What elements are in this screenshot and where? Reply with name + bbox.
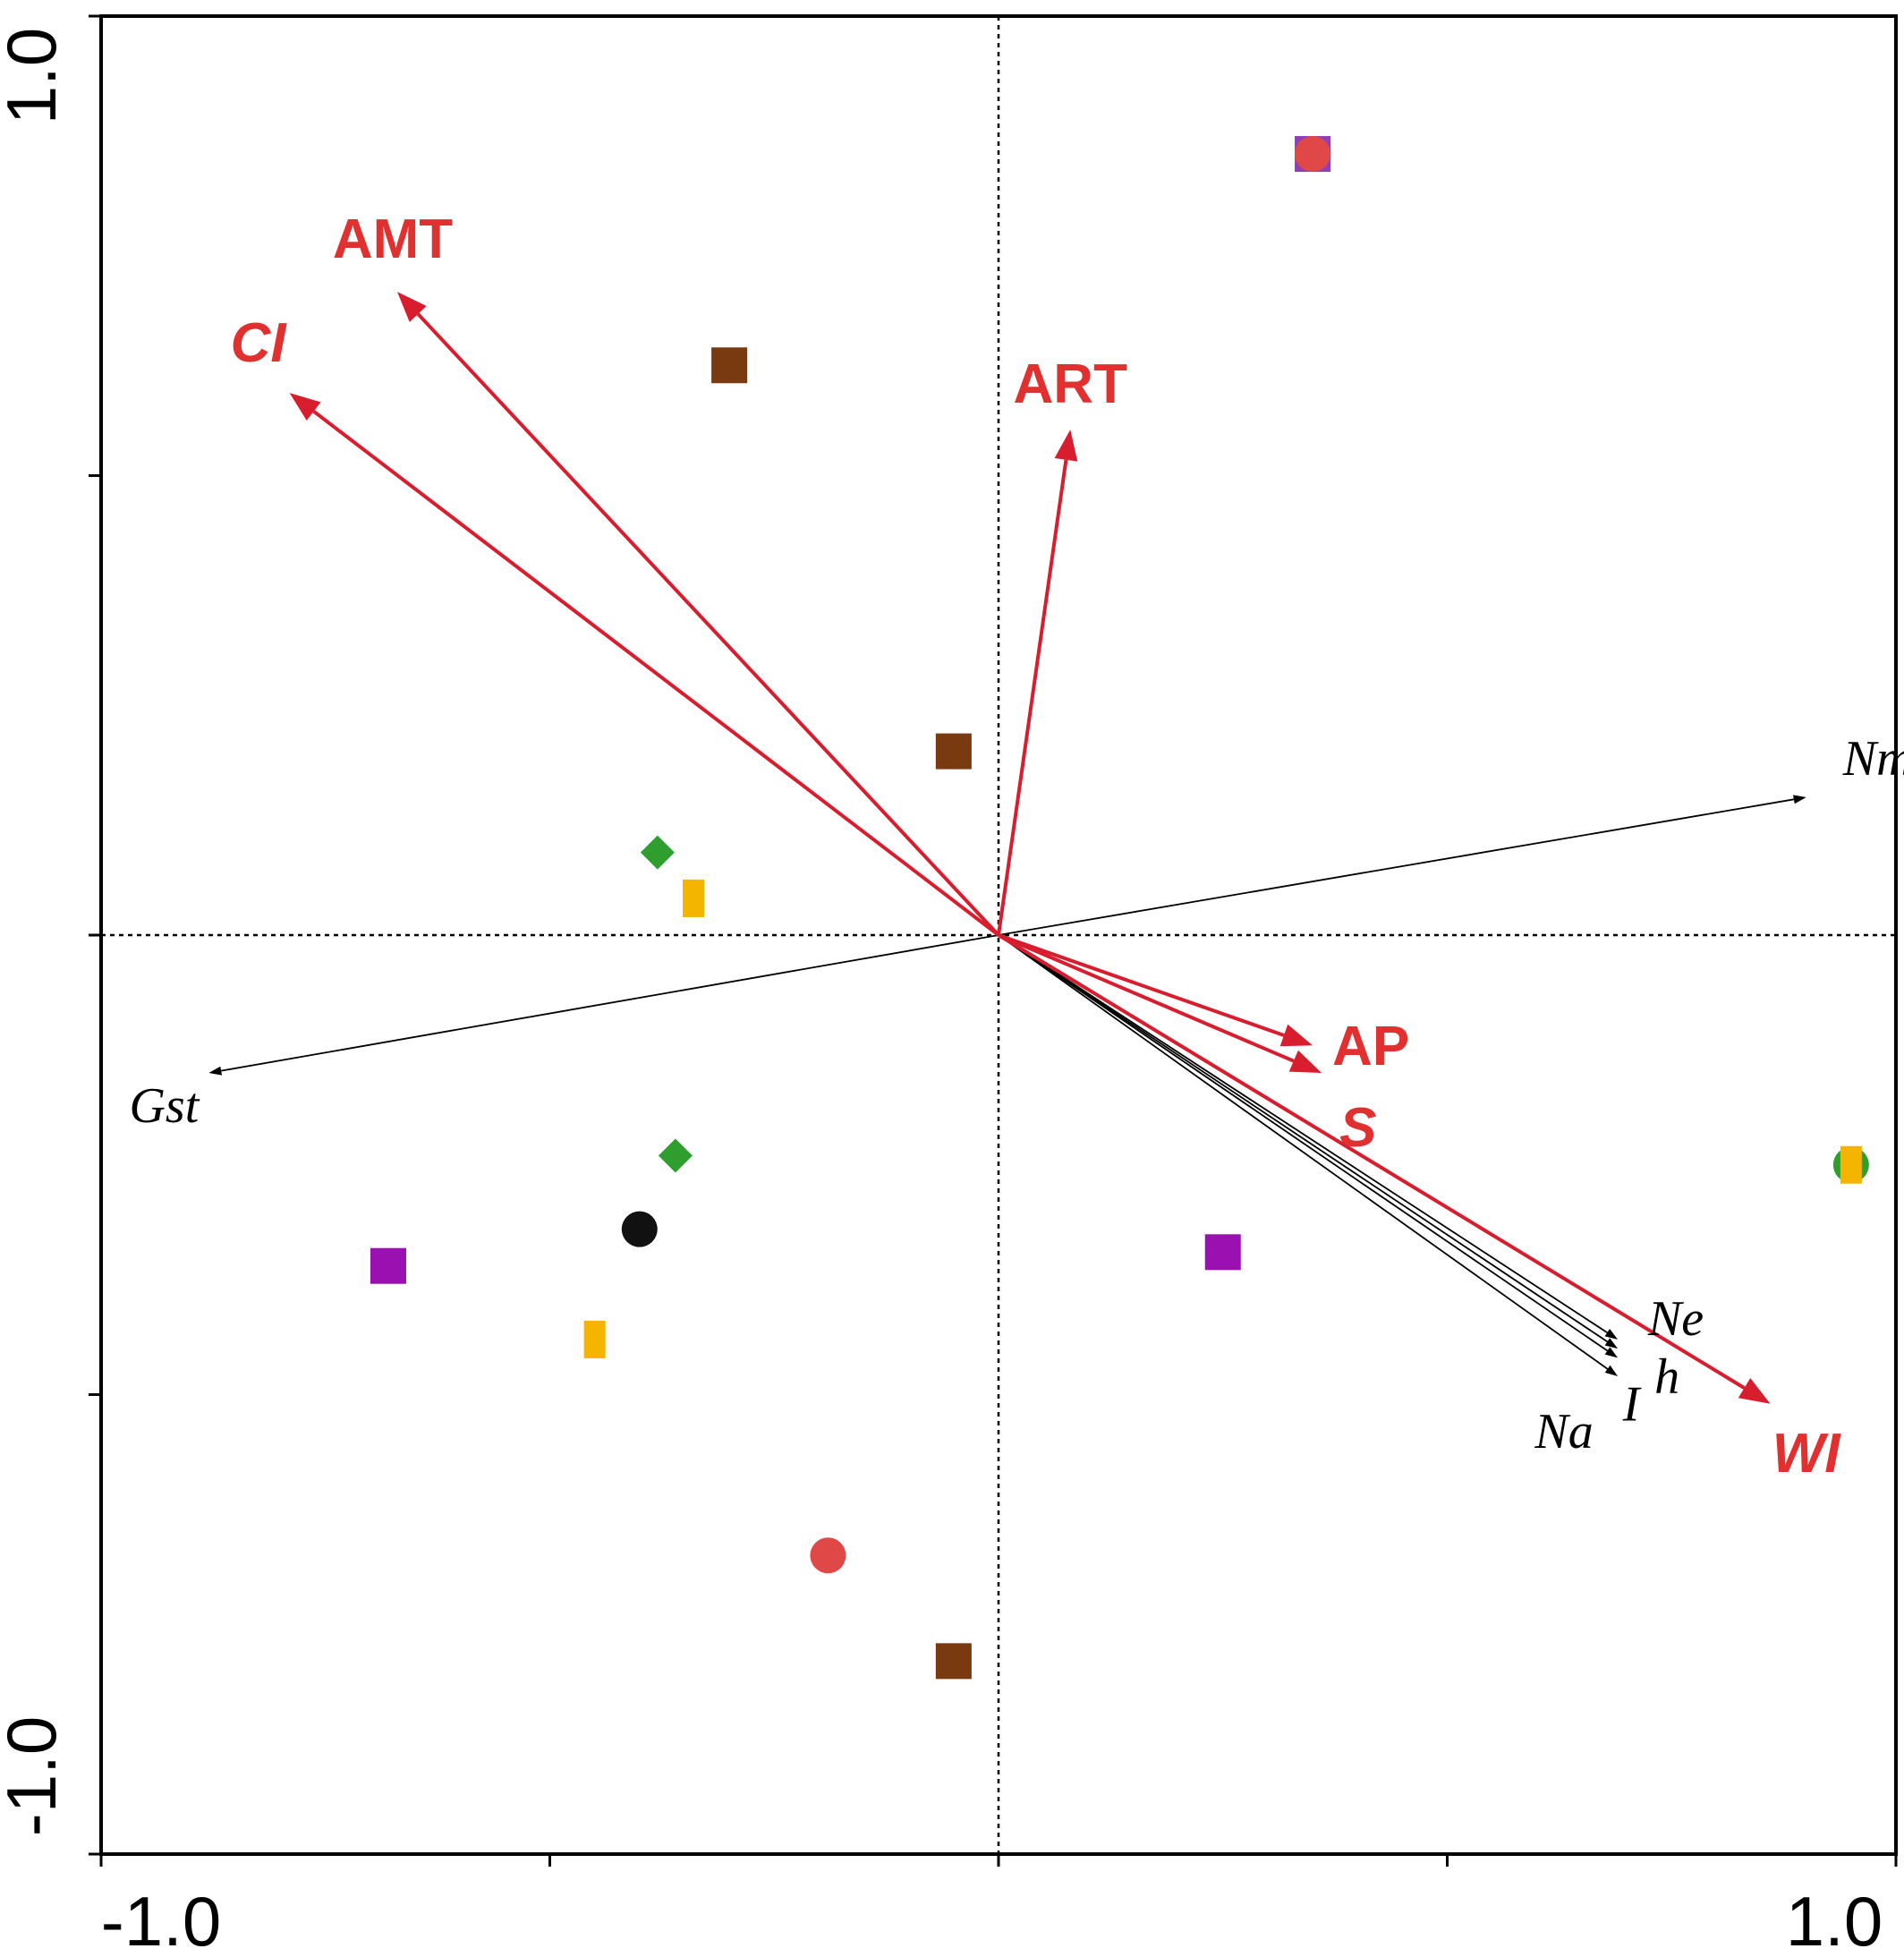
genetic-vector-na-head: [1604, 1365, 1619, 1376]
env-label-amt: AMT: [333, 208, 453, 270]
genetic-vector-gst-line: [220, 934, 999, 1072]
env-label-ci: CI: [231, 312, 288, 374]
env-vector-s-line: [998, 933, 1295, 1063]
x-tick-label-min: -1.0: [101, 1882, 221, 1957]
point-circle: [810, 1537, 846, 1574]
env-vector-art-head: [1054, 430, 1078, 462]
point-circle: [621, 1211, 658, 1247]
gen-label-nm: Nm: [1842, 731, 1904, 787]
y-tick-label-min: -1.0: [0, 1716, 71, 1836]
point-square: [935, 733, 972, 770]
x-tick-label-max: 1.0: [1786, 1882, 1883, 1957]
axis-ticks: [89, 14, 1898, 1867]
genetic-vector-h-head: [1604, 1338, 1619, 1349]
genetic-vector-i-line: [998, 934, 1609, 1352]
gen-label-ne: Ne: [1647, 1291, 1704, 1347]
environmental-vectors: [289, 292, 1771, 1404]
env-vector-wi-line: [997, 933, 1746, 1390]
point-diamond: [640, 835, 675, 870]
env-vector-amt-line: [416, 312, 1000, 937]
gen-label-i: I: [1622, 1376, 1642, 1432]
gen-label-na: Na: [1534, 1404, 1593, 1459]
genetic-vector-na-line: [998, 934, 1609, 1370]
env-vector-ap-head: [1279, 1024, 1313, 1047]
genetic-vector-ne-head: [1604, 1329, 1619, 1340]
sample-points: [370, 136, 1869, 1680]
point-square: [370, 1247, 406, 1284]
env-vector-wi-head: [1738, 1378, 1771, 1404]
point-bar: [583, 1320, 606, 1358]
env-vector-s-head: [1288, 1050, 1322, 1074]
point-square: [1204, 1234, 1241, 1271]
genetic-vectors: [208, 795, 1806, 1376]
env-vector-amt-head: [396, 292, 427, 322]
env-label-art: ART: [1014, 353, 1128, 415]
gen-label-h: h: [1654, 1349, 1679, 1405]
genetic-vector-ne-line: [998, 934, 1608, 1333]
env-vector-ap-line: [998, 933, 1285, 1037]
env-label-s: S: [1339, 1097, 1376, 1159]
env-vector-ci-head: [289, 393, 321, 421]
genetic-vector-i-head: [1604, 1347, 1619, 1358]
env-label-wi: WI: [1772, 1423, 1842, 1485]
genetic-vector-nm-line: [998, 798, 1795, 936]
point-square: [711, 347, 748, 384]
env-label-ap: AP: [1332, 1016, 1409, 1077]
point-circle: [1295, 136, 1331, 173]
y-tick-label-max: 1.0: [0, 28, 71, 124]
env-vector-art-line: [997, 459, 1068, 936]
genetic-vector-gst-head: [208, 1066, 223, 1076]
genetic-vector-nm-head: [1793, 795, 1806, 804]
point-bar: [1840, 1145, 1862, 1184]
point-square: [935, 1643, 972, 1680]
point-bar: [682, 879, 704, 917]
gen-label-gst: Gst: [129, 1078, 200, 1134]
genetic-vector-h-line: [998, 934, 1608, 1343]
env-vector-ci-line: [312, 410, 1000, 937]
point-diamond: [658, 1138, 693, 1173]
